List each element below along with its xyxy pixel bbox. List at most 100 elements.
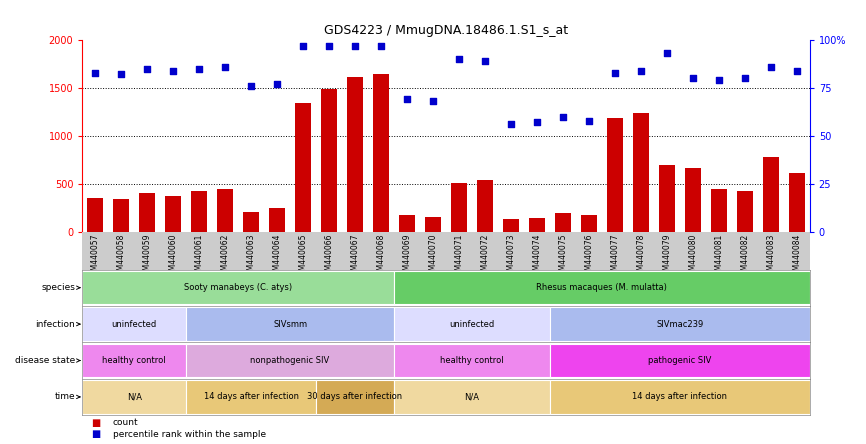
Text: GSM440082: GSM440082 [740,234,749,280]
Point [738,75,752,82]
Text: uninfected: uninfected [112,320,157,329]
Bar [82,380,186,414]
Bar [425,217,441,232]
Text: nonpathogenic SIV: nonpathogenic SIV [250,356,330,365]
Text: percentile rank within the sample: percentile rank within the sample [113,430,266,439]
Bar [191,190,207,232]
Bar [243,212,259,232]
Bar [373,75,389,232]
Bar [659,165,675,232]
Bar [581,215,597,232]
Point [322,42,336,49]
Bar [347,77,363,232]
Bar [399,215,415,232]
Point [426,98,440,105]
Text: N/A: N/A [464,392,480,401]
Point [140,65,154,72]
Text: GSM440080: GSM440080 [688,234,697,280]
Text: species: species [41,283,75,292]
Point [634,67,648,74]
Bar [451,183,467,232]
Text: GSM440061: GSM440061 [195,234,204,280]
Text: Sooty manabeys (C. atys): Sooty manabeys (C. atys) [184,283,292,292]
Point [530,119,544,126]
Text: uninfected: uninfected [449,320,494,329]
Bar [113,199,129,232]
Bar [550,344,810,377]
Bar [87,198,103,232]
Text: SIVsmm: SIVsmm [273,320,307,329]
Bar [82,307,186,341]
Text: GSM440079: GSM440079 [662,234,671,280]
Text: GSM440064: GSM440064 [273,234,281,280]
Point [608,69,622,76]
Bar [394,344,550,377]
Text: GSM440068: GSM440068 [377,234,385,280]
Text: count: count [113,418,139,427]
Bar [711,189,727,232]
Text: GSM440059: GSM440059 [143,234,152,280]
Bar [550,307,810,341]
Bar [394,307,550,341]
Text: GSM440071: GSM440071 [455,234,463,280]
Text: Rhesus macaques (M. mulatta): Rhesus macaques (M. mulatta) [536,283,668,292]
Point [166,67,180,74]
Bar [295,103,311,232]
Point [114,71,128,78]
Point [218,63,232,70]
Text: GSM440072: GSM440072 [481,234,489,280]
Bar [186,380,316,414]
Text: GSM440083: GSM440083 [766,234,775,280]
Text: GSM440070: GSM440070 [429,234,437,280]
Bar [477,180,493,232]
Text: GSM440074: GSM440074 [533,234,541,280]
Text: GSM440060: GSM440060 [169,234,178,280]
Bar [186,307,394,341]
Point [790,67,804,74]
Text: disease state: disease state [15,356,75,365]
Bar [633,113,649,232]
Text: N/A: N/A [126,392,142,401]
Text: GSM440075: GSM440075 [559,234,567,280]
Bar [685,168,701,232]
Bar [316,380,394,414]
Bar [555,213,571,232]
Bar [394,271,810,305]
Bar [217,189,233,232]
Text: GSM440084: GSM440084 [792,234,801,280]
Point [296,42,310,49]
Bar [269,208,285,232]
Point [192,65,206,72]
Bar [139,194,155,232]
Bar [82,344,186,377]
Text: GSM440073: GSM440073 [507,234,515,280]
Text: ■: ■ [91,418,100,428]
Text: healthy control: healthy control [440,356,504,365]
Bar [82,271,394,305]
Point [348,42,362,49]
Text: GSM440066: GSM440066 [325,234,333,280]
Point [582,117,596,124]
Bar [529,218,545,232]
Bar [789,173,805,232]
Text: GSM440063: GSM440063 [247,234,255,280]
Title: GDS4223 / MmugDNA.18486.1.S1_s_at: GDS4223 / MmugDNA.18486.1.S1_s_at [324,24,568,37]
Bar [737,191,753,232]
Bar [165,196,181,232]
Text: time: time [55,392,75,401]
Bar [186,344,394,377]
Text: GSM440062: GSM440062 [221,234,229,280]
Point [88,69,102,76]
Point [374,42,388,49]
Point [478,58,492,65]
Text: infection: infection [36,320,75,329]
Point [270,80,284,87]
Text: GSM440067: GSM440067 [351,234,359,280]
Point [452,56,466,63]
Bar [321,89,337,232]
Text: GSM440076: GSM440076 [585,234,593,280]
Text: GSM440081: GSM440081 [714,234,723,280]
Point [764,63,778,70]
Text: ■: ■ [91,429,100,439]
Text: SIVmac239: SIVmac239 [656,320,703,329]
